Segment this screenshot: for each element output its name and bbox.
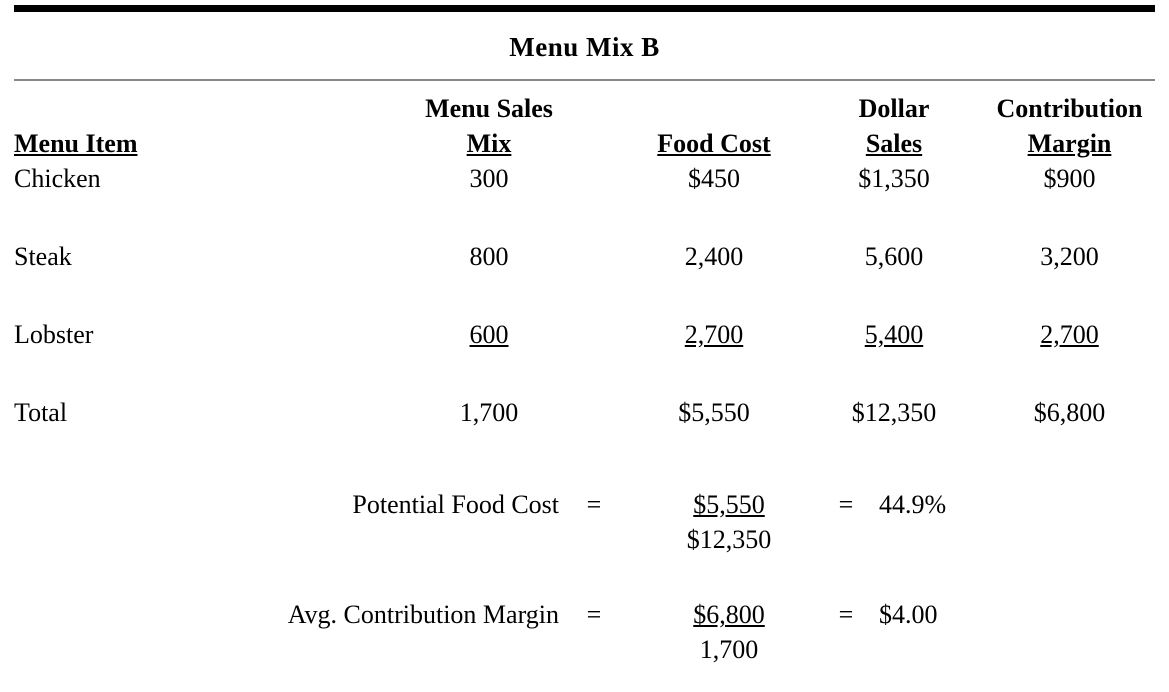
formula-label: Potential Food Cost [352, 490, 559, 520]
underlined-value: 600 [469, 320, 509, 350]
top-border-rule [14, 5, 1155, 12]
header-food-cost: Food Cost [624, 91, 804, 161]
cell-dollar-sales: $12,350 [851, 398, 937, 428]
header-margin-line: Margin [1027, 129, 1112, 159]
cell-mix: 800 [469, 242, 509, 272]
cell-mix: 600 [354, 317, 624, 395]
header-menu-sales-line: Menu Sales [425, 94, 553, 123]
table-row-chicken: Chicken 300 $450 $1,350 $900 [14, 161, 1155, 239]
equals-sign: = [838, 600, 854, 630]
cell-mix: 300 [469, 164, 509, 194]
cell-food-cost: $5,550 [678, 398, 750, 428]
table-row-total: Total 1,700 $5,550 $12,350 $6,800 [14, 395, 1155, 473]
cell-contribution-margin: $6,800 [1033, 398, 1106, 428]
cell-dollar-sales: $1,350 [858, 164, 930, 194]
cell-menu-item: Lobster [14, 320, 94, 350]
header-contribution-margin: Contribution Margin [984, 91, 1155, 161]
underlined-value: 5,400 [864, 320, 924, 350]
page-title: Menu Mix B [509, 32, 660, 62]
table-row-lobster: Lobster 600 2,700 5,400 2,700 [14, 317, 1155, 395]
header-dollar-sales: Dollar Sales [804, 91, 984, 161]
header-food-cost-label: Food Cost [657, 129, 771, 159]
cell-menu-item: Steak [14, 242, 72, 272]
cell-menu-item: Chicken [14, 164, 101, 194]
header-contribution-line: Contribution [996, 94, 1143, 123]
menu-mix-table: Menu Item Menu Sales Mix Food Cost Dolla… [14, 91, 1155, 473]
table-row-steak: Steak 800 2,400 5,600 3,200 [14, 239, 1155, 317]
cell-contribution-margin: 2,700 [984, 317, 1155, 395]
formula-result: 44.9% [879, 490, 947, 520]
formula-label: Avg. Contribution Margin [287, 600, 559, 630]
cell-mix: 1,700 [459, 398, 519, 428]
cell-dollar-sales: 5,600 [864, 242, 924, 272]
underlined-value: 2,700 [1040, 320, 1099, 350]
header-dollar-line: Dollar [858, 94, 930, 123]
cell-food-cost: 2,700 [624, 317, 804, 395]
cell-dollar-sales: 5,400 [804, 317, 984, 395]
cell-contribution-margin: 3,200 [1040, 242, 1099, 272]
fraction-numerator: $6,800 [693, 600, 765, 630]
fraction-denominator: $12,350 [686, 525, 772, 555]
header-menu-item-label: Menu Item [14, 129, 138, 159]
formula-result: $4.00 [879, 600, 938, 630]
cell-food-cost: $450 [688, 164, 740, 194]
cell-food-cost: 2,400 [684, 242, 744, 272]
equals-sign: = [586, 490, 602, 520]
header-menu-item: Menu Item [14, 91, 354, 161]
fraction-numerator: $5,550 [693, 490, 765, 520]
cell-contribution-margin: $900 [1043, 164, 1096, 194]
table-header-row: Menu Item Menu Sales Mix Food Cost Dolla… [14, 91, 1155, 161]
formula-avg-contribution-margin: Avg. Contribution Margin = $6,800 1,700 … [14, 597, 1155, 667]
header-menu-sales-mix: Menu Sales Mix [354, 91, 624, 161]
header-mix-line: Mix [466, 129, 512, 159]
equals-sign: = [586, 600, 602, 630]
fraction-denominator: 1,700 [699, 635, 759, 665]
fraction: $5,550 $12,350 [629, 487, 829, 557]
fraction: $6,800 1,700 [629, 597, 829, 667]
formula-potential-food-cost: Potential Food Cost = $5,550 $12,350 = 4… [14, 487, 1155, 557]
cell-menu-item: Total [14, 398, 68, 428]
title-divider-rule [14, 79, 1155, 81]
underlined-value: 2,700 [684, 320, 744, 350]
document-page: Menu Mix B Menu Item Menu Sales Mix Food… [0, 5, 1169, 692]
header-sales-line: Sales [865, 129, 923, 159]
equals-sign: = [838, 490, 854, 520]
